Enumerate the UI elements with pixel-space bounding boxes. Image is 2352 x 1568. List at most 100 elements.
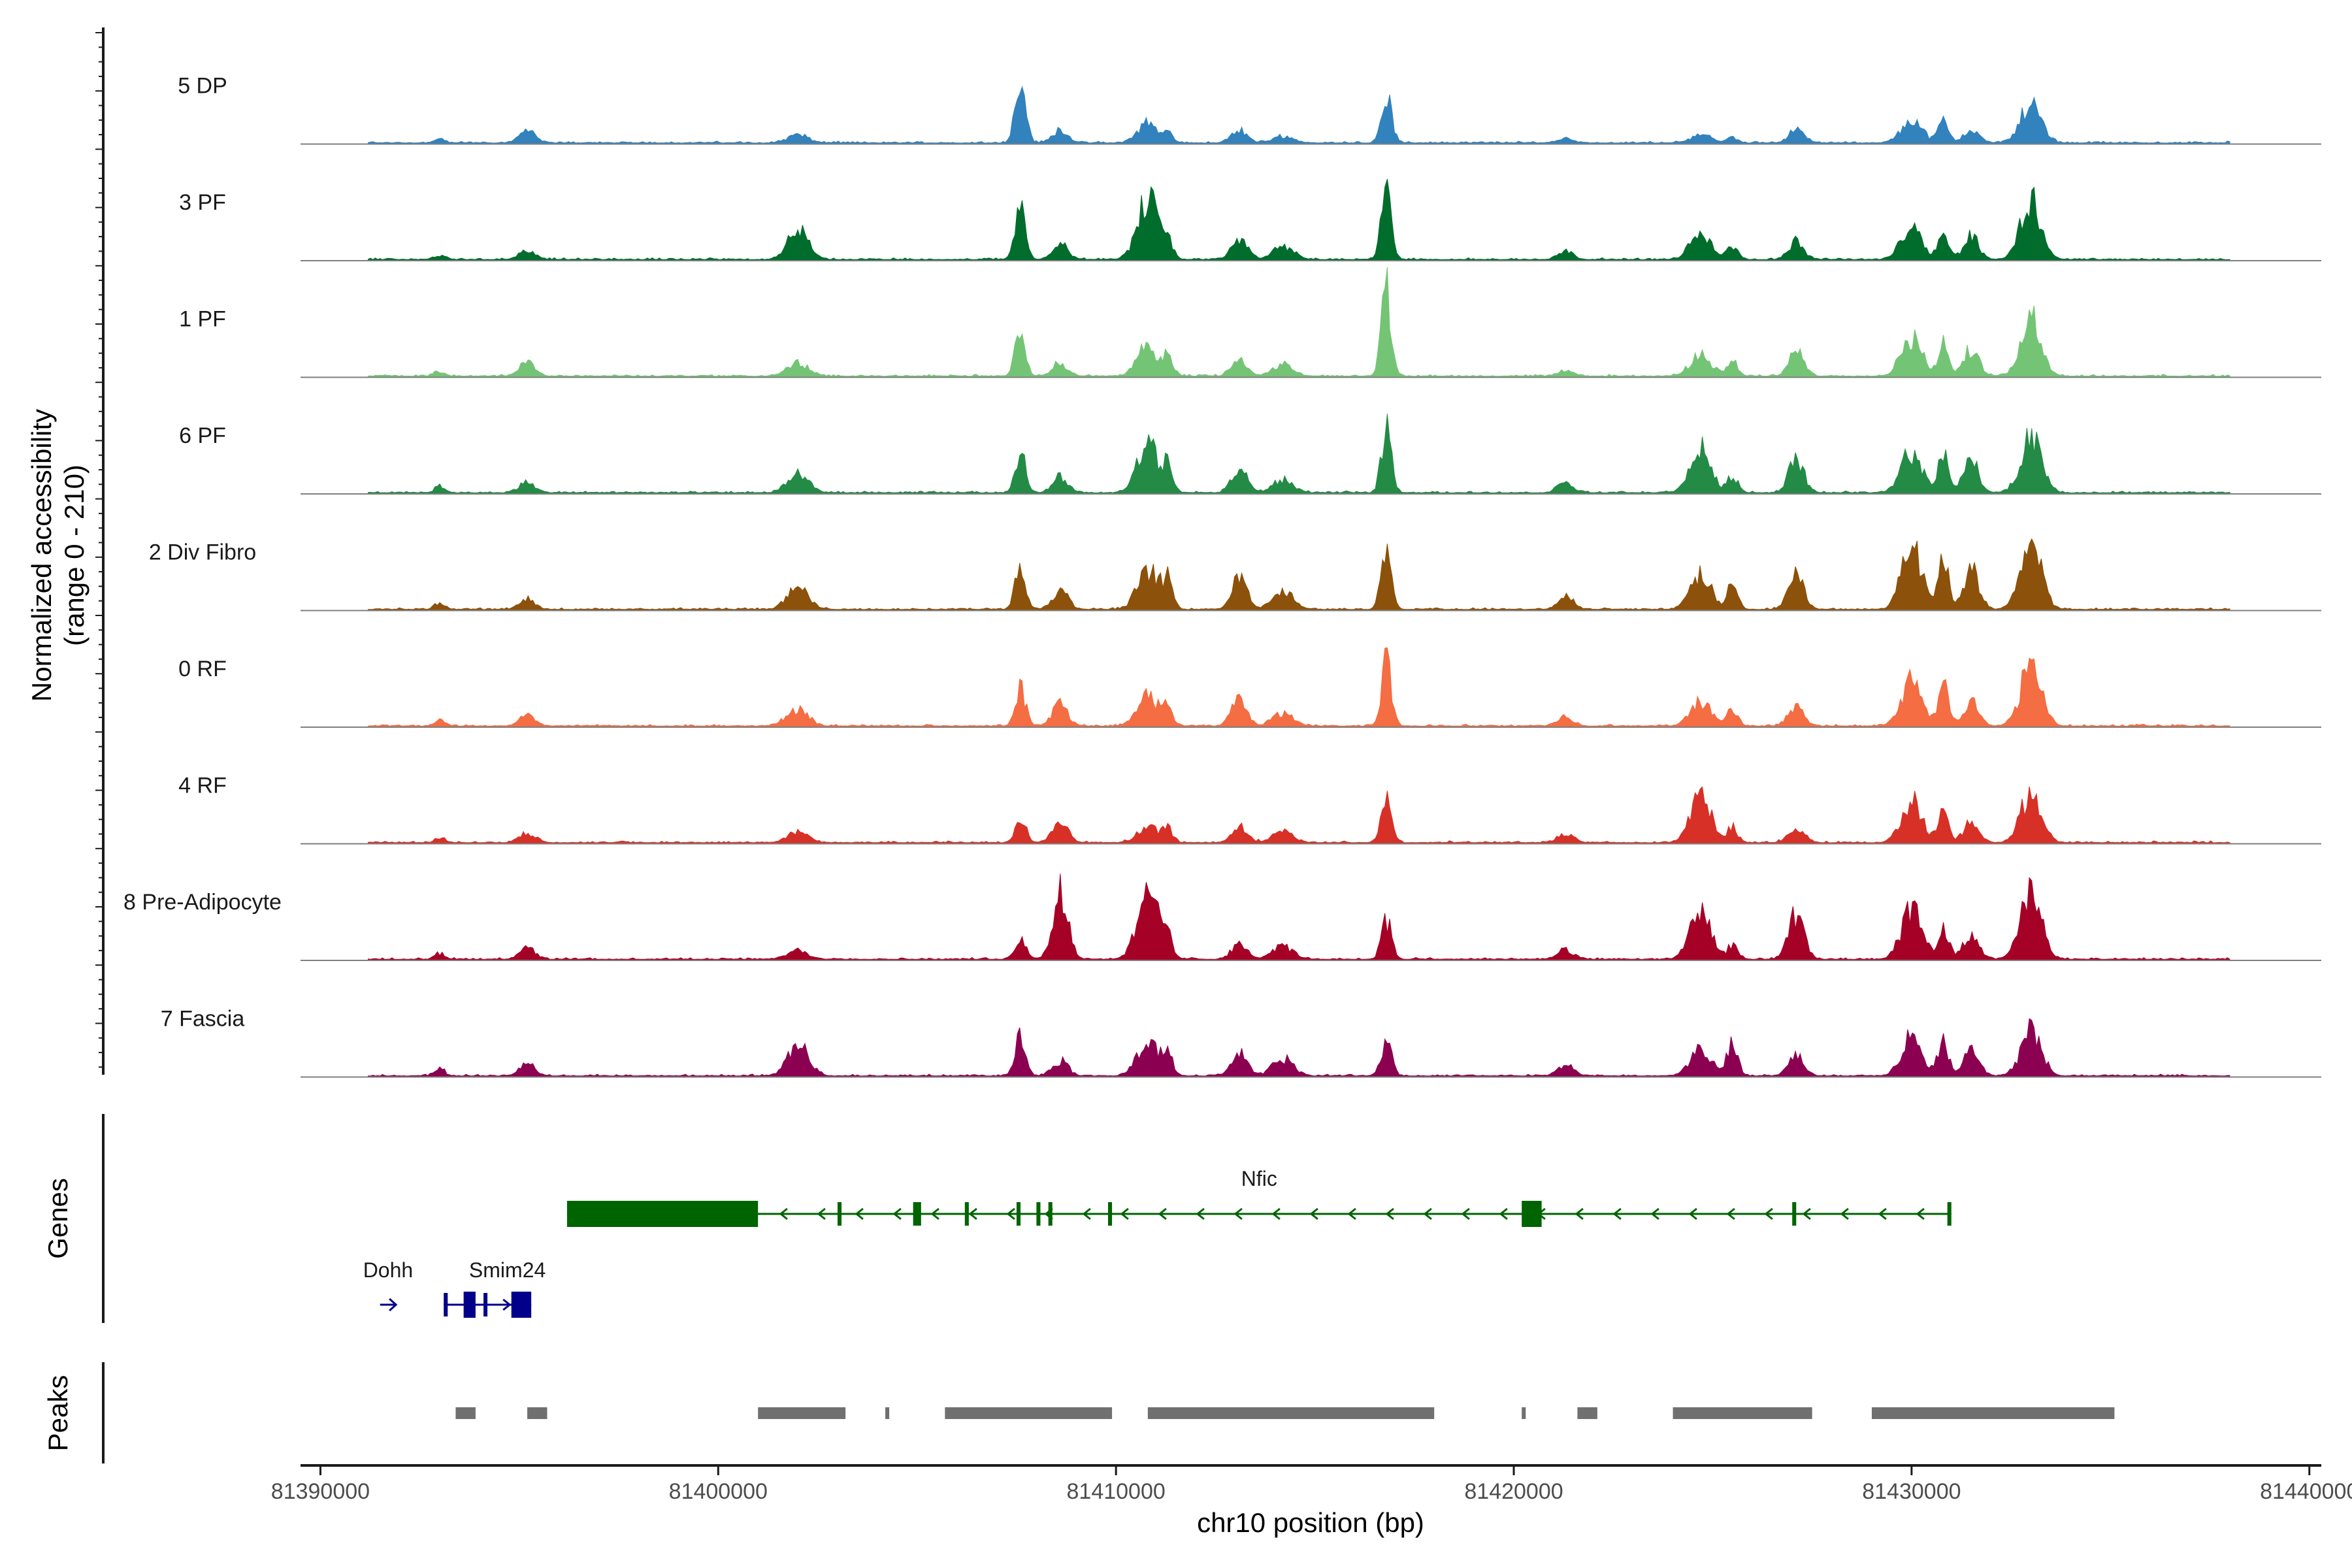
peak-region [1577, 1407, 1597, 1419]
strand-chevron [1309, 1207, 1318, 1220]
track-label: 5 DP [178, 74, 227, 99]
strand-chevron [1764, 1207, 1773, 1220]
exon [1522, 1201, 1542, 1227]
x-tick-label: 81400000 [669, 1479, 768, 1504]
x-tick-label: 81410000 [1067, 1479, 1166, 1504]
strand-chevron [1082, 1207, 1091, 1220]
strand-chevron [1385, 1207, 1394, 1220]
coverage-area [368, 538, 2230, 611]
strand-chevron [1158, 1207, 1167, 1220]
coverage-area [368, 414, 2230, 495]
strand-chevron [1423, 1207, 1432, 1220]
y-axis-title: Normalized accessibility (range 0 - 210) [26, 409, 90, 702]
coverage-tracks: 5 DP 3 PF 1 PF 6 PF 2 Div Fibro 0 RF 4 RF 8 Pre… [123, 74, 2321, 1078]
strand-chevron [1650, 1207, 1659, 1220]
strand-chevron [930, 1207, 939, 1220]
strand-chevron [892, 1207, 902, 1220]
x-tick-label: 81420000 [1464, 1479, 1563, 1504]
strand-chevron [1688, 1207, 1697, 1220]
strand-chevron [1916, 1207, 1925, 1220]
track-label: 8 Pre-Adipocyte [123, 890, 282, 915]
coverage-area [368, 786, 2230, 844]
track-0-rf: 0 RF [178, 647, 2321, 728]
x-axis-ticks: 81390000 81400000 81410000 81420000 81430000… [271, 1465, 2352, 1504]
peak-region [945, 1407, 1113, 1419]
track-label: 3 PF [179, 190, 226, 215]
track-label: 1 PF [179, 307, 226, 332]
track-label: 2 Div Fibro [149, 540, 256, 565]
peak-regions [455, 1407, 2115, 1419]
strand-chevron [1347, 1207, 1356, 1220]
track-label: 7 Fascia [161, 1007, 245, 1032]
strand-chevron [1878, 1207, 1887, 1220]
track-1-pf: 1 PF [179, 267, 2321, 378]
track-3-pf: 3 PF [179, 178, 2321, 261]
peak-region [455, 1407, 476, 1419]
track-4-rf: 4 RF [178, 774, 2321, 845]
strand-chevron [1006, 1207, 1015, 1220]
coverage-area [368, 86, 2230, 144]
peak-region [1673, 1407, 1812, 1419]
gene-dohh: Dohh [363, 1258, 414, 1312]
exon [444, 1293, 448, 1316]
exon [964, 1202, 969, 1226]
peak-region [1147, 1407, 1435, 1419]
strand-chevron [1271, 1207, 1281, 1220]
peaks-panel-title: Peaks [42, 1375, 73, 1452]
strand-chevron [817, 1207, 826, 1220]
strand-chevron [1726, 1207, 1735, 1220]
exon [1036, 1202, 1041, 1226]
strand-chevron [1499, 1207, 1508, 1220]
coverage-area [368, 647, 2230, 728]
gene-label: Smim24 [469, 1258, 546, 1282]
track-label: 6 PF [179, 423, 226, 448]
peak-region [758, 1407, 846, 1419]
peak-region [1871, 1407, 2115, 1419]
exon [463, 1292, 476, 1318]
peak-region [527, 1407, 547, 1419]
track-2-div-fibro: 2 Div Fibro [149, 538, 2321, 612]
strand-chevron [1120, 1207, 1129, 1220]
peak-region [1522, 1407, 1526, 1419]
coverage-area [368, 267, 2230, 378]
strand-chevron [779, 1207, 788, 1220]
track-6-pf: 6 PF [179, 414, 2321, 495]
exon [483, 1293, 488, 1316]
exon [1947, 1202, 1952, 1226]
strand-chevron [1612, 1207, 1622, 1220]
track-label: 4 RF [178, 774, 227, 798]
strand-chevron [1802, 1207, 1811, 1220]
strand-chevron [502, 1298, 512, 1311]
track-8-pre-adipocyte: 8 Pre-Adipocyte [123, 874, 2321, 961]
coverage-y-ticks [95, 32, 103, 1068]
exon [837, 1202, 842, 1226]
coverage-area [368, 178, 2230, 261]
exon [1792, 1202, 1797, 1226]
strand-chevron [1840, 1207, 1849, 1220]
peak-region [885, 1407, 890, 1419]
gene-annotations: Nfic Dohh Smim24 [363, 1167, 1952, 1318]
genes-panel-title: Genes [42, 1178, 73, 1259]
exon [1048, 1202, 1053, 1226]
strand-chevron [968, 1207, 977, 1220]
x-tick-label: 81440000 [2260, 1479, 2352, 1504]
strand-chevron [1196, 1207, 1205, 1220]
strand-arrow [389, 1298, 398, 1312]
y-axis-title-line2: (range 0 - 210) [59, 465, 90, 646]
coverage-area [368, 1018, 2230, 1077]
exon [1107, 1202, 1113, 1226]
gene-smim24: Smim24 [444, 1258, 546, 1318]
gene-nfic: Nfic [566, 1167, 1952, 1227]
track-7-fascia: 7 Fascia [161, 1007, 2321, 1078]
strand-chevron [855, 1207, 864, 1220]
x-tick-label: 81430000 [1862, 1479, 1961, 1504]
exon [566, 1201, 759, 1227]
exon [913, 1202, 921, 1226]
coverage-area [368, 874, 2230, 961]
y-axis-title-line1: Normalized accessibility [26, 409, 57, 702]
strand-chevron [1575, 1207, 1584, 1220]
strand-chevron [1233, 1207, 1243, 1220]
x-axis-title: chr10 position (bp) [1197, 1507, 1424, 1538]
gene-label: Dohh [363, 1258, 414, 1282]
